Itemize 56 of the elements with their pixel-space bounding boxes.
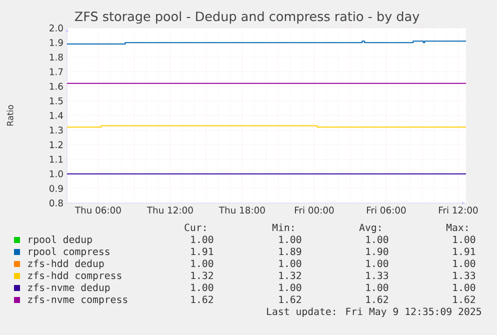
legend-label: rpool dedup: [28, 235, 92, 246]
y-tick-label: 1.2: [50, 141, 63, 148]
text: 1.00: [366, 284, 388, 292]
y-tick-label: 0.8: [50, 200, 63, 206]
text: 1.91: [191, 248, 214, 256]
text: 1.00: [191, 260, 214, 268]
legend-label: zfs-nvme dedup: [28, 284, 110, 294]
legend-label: zfs-nvme compress: [28, 296, 128, 306]
y-tick-label: 1.5: [50, 98, 63, 104]
text: 1.00: [279, 284, 302, 292]
text: 1.00: [453, 236, 476, 244]
text: 1.00: [279, 260, 302, 268]
x-tick-label: Thu 18:00: [218, 206, 265, 214]
x-tick-label: Thu 06:00: [74, 206, 121, 214]
text: 1.00: [366, 236, 388, 244]
y-tick-label: 1.4: [50, 112, 63, 119]
y-tick-label: 1.9: [50, 39, 63, 46]
text: 1.00: [453, 284, 476, 292]
x-tick-label: Thu 12:00: [146, 206, 193, 214]
text: 1.00: [453, 260, 476, 268]
text: 1.90: [366, 248, 388, 256]
y-tick-label: 1.0: [50, 170, 63, 178]
text: Avg:: [359, 224, 380, 234]
y-axis-title: Ratio: [6, 105, 14, 126]
text: 1.00: [191, 284, 214, 292]
y-tick-label: 2.0: [50, 24, 63, 32]
y-tick-label: 1.8: [50, 54, 63, 61]
y-tick-label: 1.3: [50, 126, 63, 134]
y-tick-label: 0.9: [50, 184, 63, 192]
text: 1.62: [191, 296, 213, 304]
text: Max:: [446, 224, 468, 232]
text: 1.89: [279, 248, 302, 256]
text: Cur:: [184, 224, 206, 232]
x-tick-label: Fri 12:00: [438, 206, 478, 214]
legend-label: zfs-hdd dedup: [28, 260, 104, 270]
text: 1.91: [453, 248, 476, 256]
text: 1.32: [191, 272, 213, 280]
text: Min:: [272, 224, 294, 231]
text: 1.00: [279, 236, 302, 244]
text: 1.33: [453, 272, 476, 280]
y-tick-label: 1.6: [50, 82, 63, 90]
chart-title: ZFS storage pool - Dedup and compress ratio - by day: [74, 11, 420, 24]
text: 1.33: [366, 272, 388, 280]
text: 1.32: [279, 272, 301, 280]
text: 1.00: [191, 236, 214, 244]
y-tick-label: 1.1: [50, 156, 63, 163]
text: 1.62: [279, 296, 301, 304]
legend-label: rpool compress: [28, 247, 110, 258]
text: 1.62: [453, 296, 475, 304]
legend-label: zfs-hdd compress: [28, 272, 122, 282]
x-tick-label: Fri 00:00: [294, 206, 334, 214]
text: Last update: Fri May 9 12:35:09 2025: [267, 308, 481, 318]
y-tick-label: 1.7: [50, 68, 63, 76]
text: 1.62: [366, 296, 388, 304]
x-tick-label: Fri 06:00: [366, 206, 406, 214]
text: 1.00: [366, 260, 388, 268]
